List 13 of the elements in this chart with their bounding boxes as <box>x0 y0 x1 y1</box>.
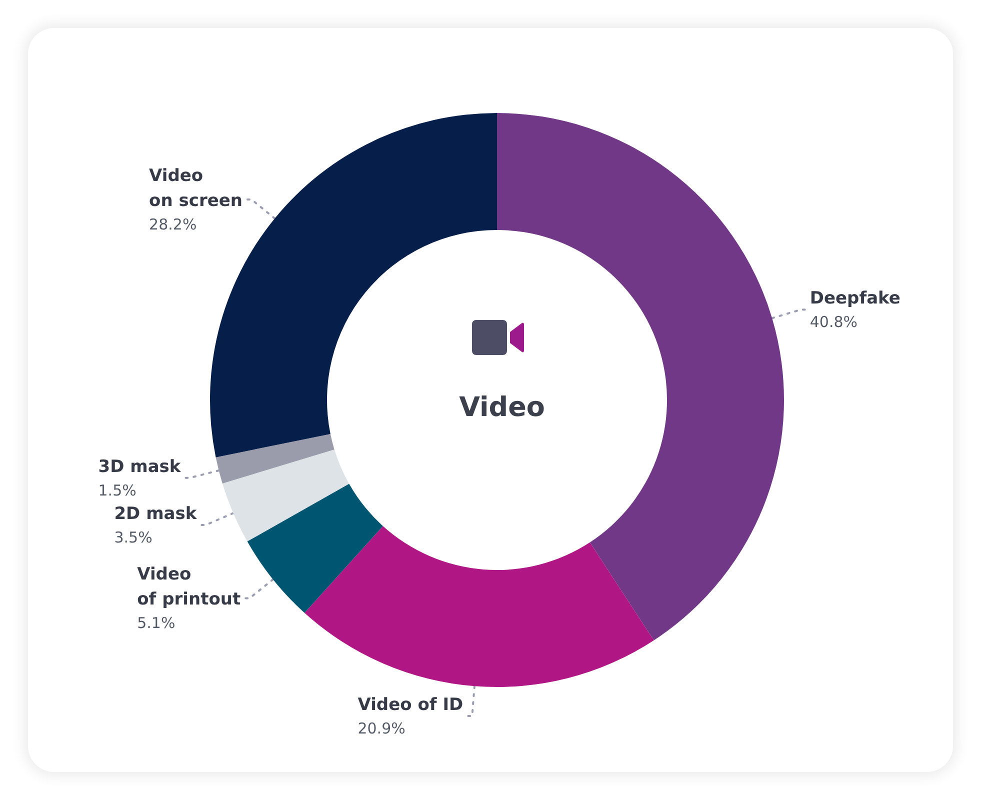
text: Video <box>459 392 545 423</box>
slice-label: Video of ID <box>358 695 464 716</box>
slice-label: 2D mask <box>114 504 198 524</box>
slice-label: Video on screen <box>149 166 242 211</box>
data-label: 40.8% <box>810 313 858 332</box>
data-label: 28.2% <box>149 215 197 234</box>
data-label: 3.5% <box>114 528 152 546</box>
data-label: 5.1% <box>137 614 176 632</box>
data-label: 1.5% <box>98 481 136 500</box>
slice-label: 3D mask <box>98 456 182 477</box>
data-label: 20.9% <box>358 720 406 738</box>
slice-label: Video of printout <box>137 564 241 610</box>
slice-label: Deepfake <box>810 288 900 309</box>
